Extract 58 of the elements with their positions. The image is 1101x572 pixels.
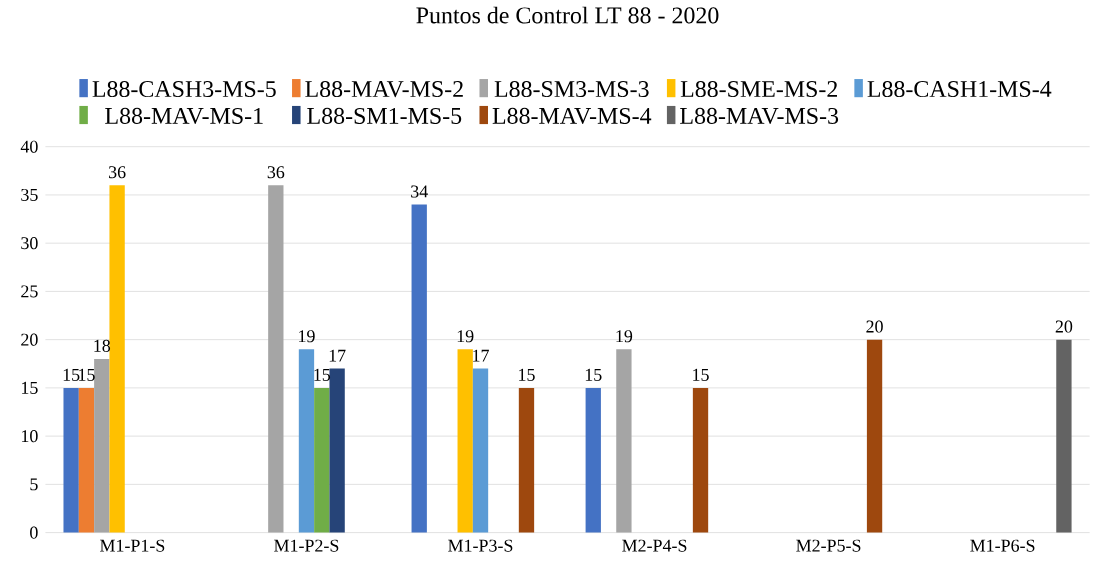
y-tick-label: 40: [20, 140, 38, 153]
bar: [109, 185, 125, 533]
data-label: 15: [693, 368, 709, 381]
bar: [472, 368, 489, 533]
bar: [518, 387, 535, 533]
bar: [329, 368, 345, 533]
data-label: 17: [473, 349, 489, 362]
data-label: 19: [299, 330, 315, 343]
bar: [585, 387, 601, 533]
chart-title: Puntos de Control LT 88 - 2020: [416, 6, 719, 24]
y-tick-label: 30: [21, 236, 38, 250]
y-tick-label: 20: [21, 333, 38, 346]
data-label: 36: [108, 166, 126, 179]
data-label: 20: [866, 320, 883, 333]
legend-label: L88-MAV-MS-2: [305, 80, 463, 98]
bar: [866, 339, 883, 533]
y-tick-label: 25: [21, 285, 38, 298]
data-label: 15: [314, 368, 331, 381]
legend-label: L88-SME-MS-2: [680, 80, 837, 97]
bar: [63, 387, 79, 533]
legend-label: L88-MAV-MS-1: [105, 107, 263, 124]
bar: [298, 349, 315, 533]
x-tick-label: M1-P1-S: [100, 539, 165, 552]
data-label: 17: [329, 349, 346, 362]
data-label: 19: [457, 330, 474, 343]
bar: [616, 349, 632, 533]
data-label: 34: [411, 185, 428, 198]
y-tick-label: 35: [21, 188, 38, 201]
bar: [94, 358, 110, 533]
data-label: 20: [1055, 320, 1073, 333]
bar: [411, 204, 427, 533]
y-tick-label: 0: [30, 526, 38, 539]
bar: [268, 185, 284, 533]
data-label: 15: [63, 368, 80, 381]
data-label: 15: [79, 368, 95, 381]
legend-label: L88-MAV-MS-4: [492, 107, 652, 124]
x-tick-label: M2-P4-S: [622, 539, 687, 552]
bar: [1056, 339, 1072, 533]
x-tick-label: M1-P6-S: [970, 539, 1035, 552]
legend-label: L88-CASH1-MS-4: [867, 80, 1052, 97]
data-label: 15: [585, 368, 602, 381]
legend-label: L88-SM1-MS-5: [307, 107, 462, 124]
bar: [692, 387, 709, 533]
legend-label: L88-CASH3-MS-5: [92, 80, 276, 97]
legend-label: L88-MAV-MS-3: [680, 107, 839, 124]
x-tick-label: M1-P3-S: [448, 539, 513, 552]
bar: [78, 387, 95, 533]
data-label: 36: [267, 166, 285, 179]
x-tick-label: M2-P5-S: [796, 539, 861, 552]
data-label: 19: [616, 330, 633, 343]
bar: [314, 387, 330, 533]
y-tick-label: 5: [30, 478, 38, 491]
x-tick-label: M1-P2-S: [274, 539, 339, 552]
bar: [457, 349, 473, 533]
y-tick-label: 10: [21, 429, 38, 443]
y-tick-label: 15: [21, 381, 38, 394]
legend-label: L88-SM3-MS-3: [494, 80, 649, 97]
data-label: 15: [519, 368, 535, 381]
